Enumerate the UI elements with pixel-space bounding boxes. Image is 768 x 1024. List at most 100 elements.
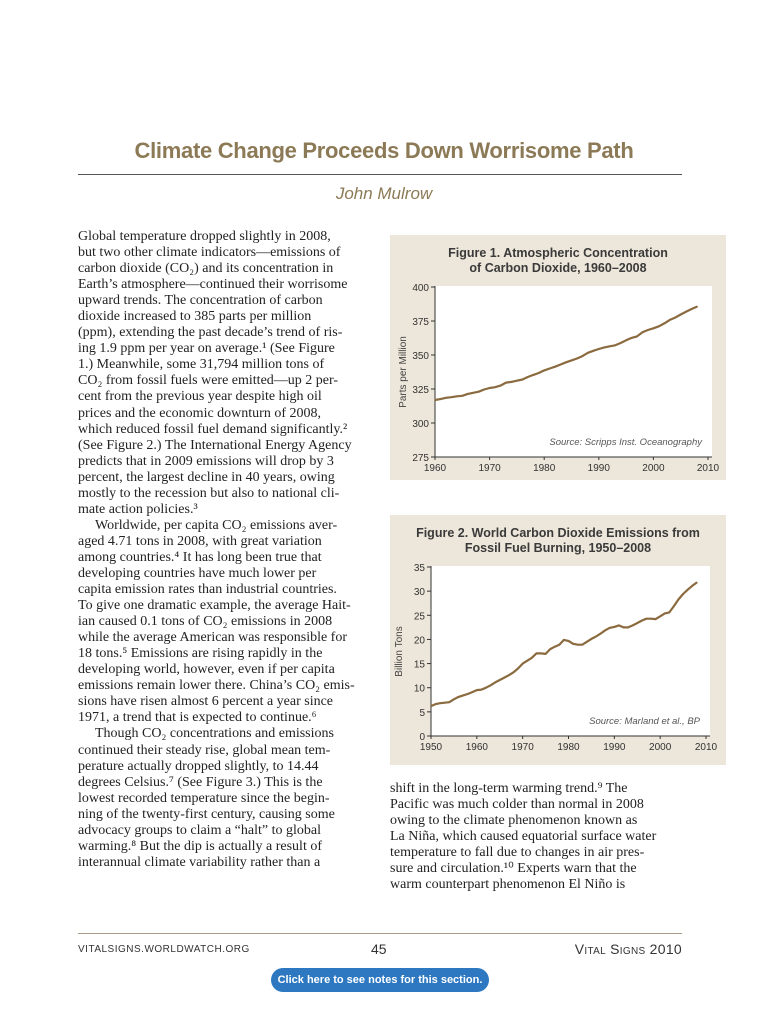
text-line: La Niña, which caused equatorial surface…	[390, 829, 657, 845]
y-axis-label: Billion Tons	[394, 626, 405, 676]
data-point	[489, 684, 492, 687]
data-point	[461, 395, 464, 397]
data-point	[696, 581, 698, 584]
x-tick-label: 2010	[695, 742, 718, 753]
data-point	[668, 611, 671, 614]
y-tick-label: 300	[412, 419, 429, 430]
data-point	[565, 361, 567, 364]
data-point	[608, 345, 611, 348]
y-tick-label: 10	[414, 684, 426, 695]
data-point	[581, 355, 584, 357]
x-tick-label: 1970	[478, 463, 501, 474]
data-point	[679, 313, 682, 316]
data-point	[631, 624, 634, 627]
data-point	[663, 612, 666, 615]
chart-title: Figure 2. World Carbon Dioxide Emissions…	[416, 526, 700, 540]
data-point	[434, 399, 436, 401]
data-point	[587, 352, 589, 354]
text-line: Worldwide, per capita CO₂ emissions aver…	[95, 517, 338, 533]
text-line: shift in the long-term warming trend.⁹ T…	[390, 781, 628, 796]
chart-title: Fossil Fuel Burning, 1950–2008	[465, 541, 651, 555]
text-line: percent, the largest decline in 40 years…	[78, 469, 335, 485]
text-line: aged 4.71 tons in 2008, with great varia…	[78, 533, 322, 549]
x-tick-label: 1960	[424, 463, 447, 474]
x-tick-label: 1990	[603, 742, 626, 753]
data-point	[559, 363, 562, 366]
x-tick-label: 1990	[588, 463, 611, 474]
text-line: ing 1.9 ppm per year on average.¹ (See F…	[78, 341, 335, 357]
data-point	[558, 643, 561, 646]
data-point	[476, 689, 478, 691]
article-title: Climate Change Proceeds Down Worrisome P…	[134, 138, 634, 163]
data-point	[618, 624, 620, 627]
y-tick-label: 400	[412, 283, 429, 294]
text-line: which reduced fossil fuel demand signifi…	[78, 421, 348, 437]
source-note: Source: Marland et al., BP	[589, 716, 701, 727]
text-line: 1971, a trend that is expected to contin…	[78, 710, 317, 726]
author-name: John Mulrow	[335, 184, 433, 203]
data-point	[535, 652, 538, 655]
data-point	[691, 585, 694, 587]
text-line: carbon dioxide (CO₂) and its concentrati…	[78, 261, 334, 277]
data-point	[654, 618, 657, 620]
data-point	[457, 696, 460, 698]
data-point	[696, 305, 698, 308]
data-point	[677, 598, 680, 601]
text-line: Pacific was much colder than normal in 2…	[390, 797, 644, 813]
y-axis-label: Parts per Million	[398, 336, 409, 408]
y-tick-label: 275	[412, 453, 429, 464]
text-line: ian caused 0.1 tons of CO₂ emissions in …	[78, 614, 333, 630]
data-point	[445, 397, 447, 399]
plot-area	[431, 566, 710, 736]
text-line: but two other climate indicators—emissio…	[78, 245, 341, 261]
data-point	[553, 645, 556, 648]
text-line: developing countries have much lower per	[78, 565, 317, 581]
data-point	[537, 372, 540, 374]
x-tick-label: 1960	[466, 742, 489, 753]
data-point	[443, 701, 446, 704]
data-point	[448, 701, 451, 703]
y-tick-label: 350	[412, 351, 429, 362]
data-point	[554, 365, 556, 368]
y-tick-label: 325	[412, 385, 429, 396]
text-line: ning of the twenty-first century, causin…	[78, 806, 335, 822]
text-line: warm counterpart phenomenon El Niño is	[390, 877, 626, 893]
data-point	[472, 392, 475, 394]
data-point	[466, 693, 469, 695]
data-point	[652, 327, 655, 330]
x-tick-label: 1970	[512, 742, 535, 753]
x-tick-label: 1980	[557, 742, 580, 753]
data-point	[453, 698, 455, 701]
right-text-column: shift in the long-term warming trend.⁹ T…	[390, 781, 656, 893]
data-point	[477, 390, 480, 393]
y-tick-label: 35	[414, 563, 426, 574]
data-point	[625, 339, 627, 342]
source-note: Source: Scripps Inst. Oceanography	[549, 437, 703, 448]
data-point	[517, 667, 519, 670]
text-line: capita emission rates than industrial co…	[78, 582, 337, 598]
y-tick-label: 20	[414, 635, 426, 646]
text-line: mostly to the recession but also to nati…	[78, 485, 340, 501]
data-point	[614, 344, 616, 347]
data-point	[516, 379, 518, 382]
data-point	[595, 635, 597, 638]
text-line: while the average American was responsib…	[78, 630, 348, 646]
data-point	[686, 588, 689, 591]
data-point	[540, 652, 542, 655]
data-point	[619, 342, 622, 344]
text-line: cent from the previous year despite high…	[78, 389, 322, 405]
text-line: To give one dramatic example, the averag…	[78, 598, 351, 614]
data-point	[663, 322, 666, 325]
data-point	[641, 619, 643, 622]
x-tick-label: 2000	[642, 463, 665, 474]
data-point	[570, 359, 573, 362]
data-point	[494, 386, 496, 389]
footer-site-link[interactable]: VITALSIGNS.WORLDWATCH.ORG	[78, 944, 250, 955]
text-line: Though CO₂ concentrations and emissions	[95, 726, 334, 742]
data-point	[434, 703, 437, 705]
text-line: among countries.⁴ It has long been true …	[78, 549, 322, 565]
footer-divider	[78, 933, 682, 934]
notes-button[interactable]: Click here to see notes for this section…	[271, 968, 489, 992]
chart-title: Figure 1. Atmospheric Concentration	[448, 246, 668, 260]
